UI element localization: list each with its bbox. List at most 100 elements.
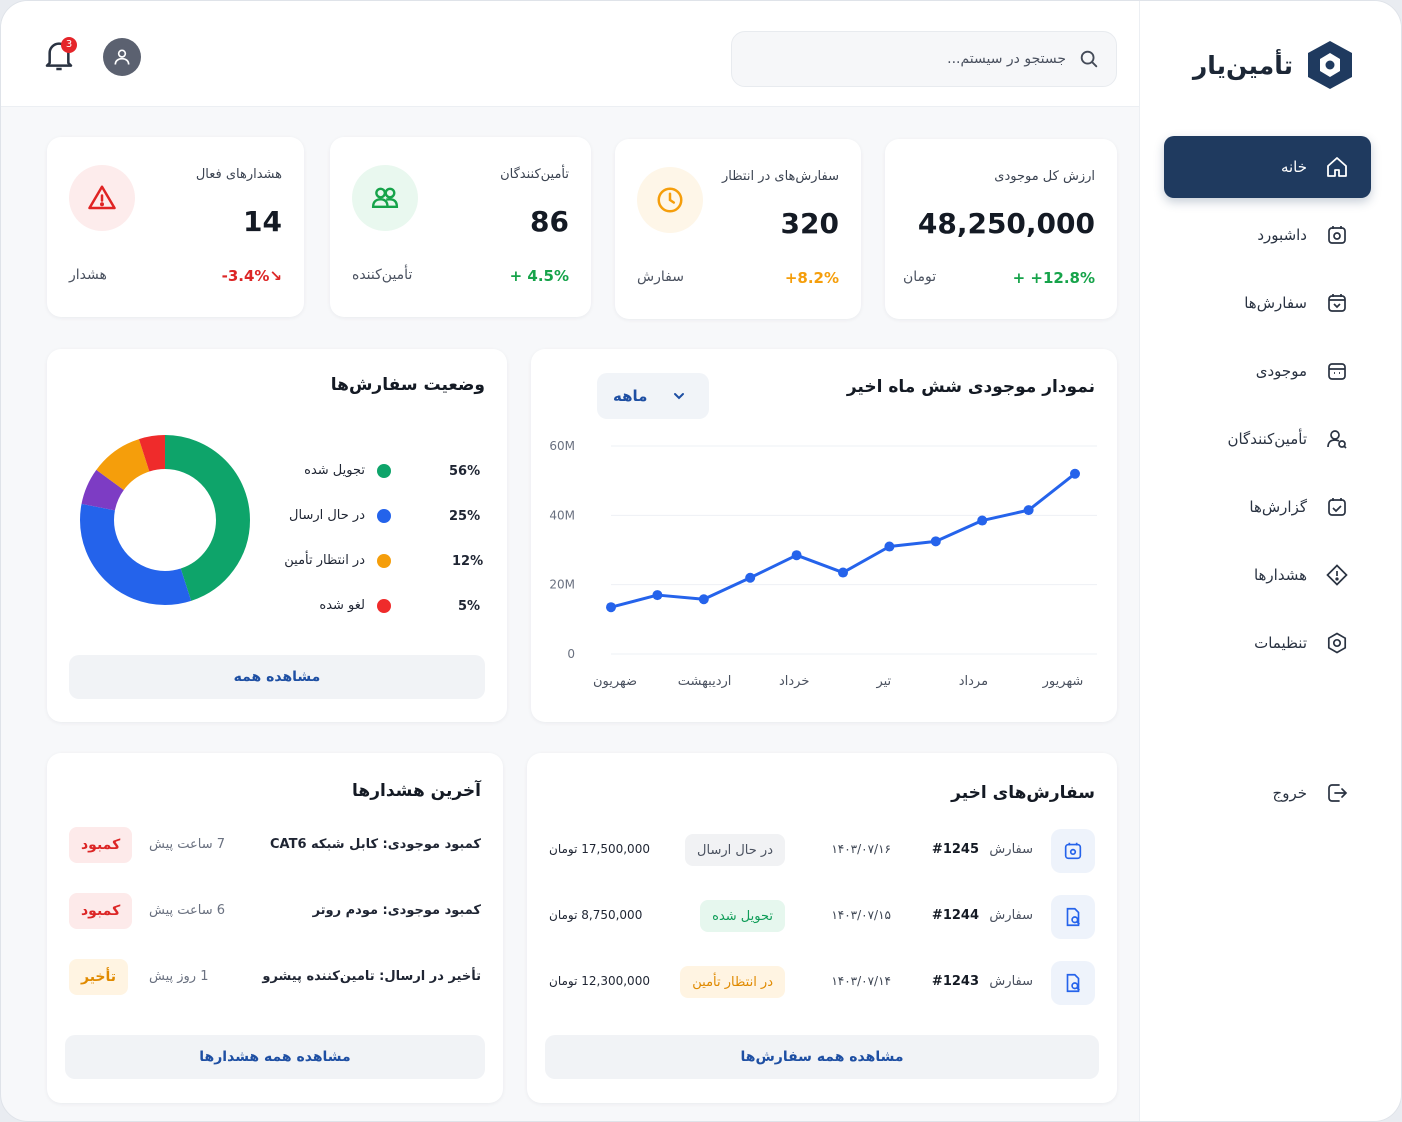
brand[interactable]: تأمین‌یار	[1193, 39, 1355, 91]
search-input[interactable]	[748, 51, 1066, 67]
data-point	[884, 541, 895, 552]
legend-dot	[377, 553, 391, 568]
sidebar-item-suppliers[interactable]: تأمین‌کنندگان	[1164, 408, 1371, 470]
period-dropdown[interactable]: ماهه	[597, 373, 709, 419]
sidebar-item-alerts[interactable]: هشدارها	[1164, 544, 1371, 606]
order-date: ۱۴۰۳/۰۷/۱۵	[831, 908, 891, 922]
stat-value: 86	[530, 205, 569, 238]
data-point	[745, 572, 756, 583]
stat-change: + 4.5%	[509, 267, 569, 285]
view-all-alerts-button[interactable]: مشاهده همه هشدارها	[65, 1035, 485, 1079]
sidebar-item-reports[interactable]: گزارش‌ها	[1164, 476, 1371, 538]
order-row[interactable]: سفارش #1243 ۱۴۰۳/۰۷/۱۴ در انتظار تأمین 1…	[549, 961, 1095, 1005]
logout-button[interactable]: خروج	[1164, 762, 1371, 824]
order-amount: 8,750,000 تومان	[549, 908, 643, 922]
legend-item: در انتظار تأمین	[284, 553, 391, 568]
sidebar-item-label: سفارش‌ها	[1244, 294, 1307, 312]
view-all-button[interactable]: مشاهده همه	[69, 655, 485, 699]
legend-label: تجویل شده	[304, 463, 365, 478]
order-status-card: وضعیت سفارش‌ها تجویل شده 56% در حال ارسا…	[47, 349, 507, 722]
legend-dot	[377, 508, 391, 523]
order-status-donut	[80, 435, 250, 605]
settings-icon	[1327, 632, 1347, 654]
legend-percent: 56%	[449, 464, 481, 479]
stat-change: +8.2%	[784, 269, 839, 287]
order-amount: 12,300,000 تومان	[549, 974, 650, 988]
stat-title: ارزش کل موجودی	[994, 169, 1095, 184]
stat-unit: هشدار	[69, 267, 107, 283]
sidebar-item-orders[interactable]: سفارش‌ها	[1164, 272, 1371, 334]
alert-tag: کمبود	[69, 827, 133, 863]
x-tick-label: مرداد	[959, 674, 988, 689]
alert-icon	[1326, 564, 1348, 586]
data-point	[606, 602, 616, 613]
order-icon-wrap	[1051, 961, 1095, 1005]
period-dropdown-label: ماهه	[613, 387, 648, 405]
order-row[interactable]: سفارش #1244 ۱۴۰۳/۰۷/۱۵ تحویل شده 8,750,0…	[549, 895, 1095, 939]
stat-unit: تأمین‌کننده	[352, 267, 413, 283]
order-status-title: وضعیت سفارش‌ها	[330, 375, 485, 395]
stat-unit: تومان	[903, 269, 937, 285]
stat-value: 48,250,000	[917, 207, 1095, 240]
stat-change: -3.4%↘	[221, 267, 282, 285]
order-date: ۱۴۰۳/۰۷/۱۴	[831, 974, 891, 988]
y-tick-label: 20M	[549, 578, 575, 592]
data-point	[652, 590, 663, 601]
legend-item: لغو شده	[319, 598, 391, 613]
donut-segment	[80, 435, 250, 605]
y-tick-label: 60M	[549, 439, 575, 453]
legend-label: در انتظار تأمین	[284, 553, 365, 568]
x-tick-label: خرداد	[779, 674, 809, 689]
alert-time: 6 ساعت پیش	[149, 903, 226, 918]
inventory-line-chart: 0 20M 40M 60M شهریور مرداد تیر خرداد اردیبهشت ضهر…	[549, 439, 1097, 689]
order-status-badge: در حال ارسال	[685, 834, 785, 866]
search-icon	[1080, 50, 1098, 68]
data-point	[791, 550, 802, 561]
y-tick-label: 40M	[549, 508, 575, 522]
stat-title: تأمین‌کنندگان	[500, 167, 569, 182]
sidebar-item-label: هشدارها	[1253, 566, 1307, 584]
alert-row[interactable]: کمبود موجودی: مودم روتر 6 ساعت پیش کمبود	[69, 891, 481, 935]
stat-card-suppliers: تأمین‌کنندگان 86 تأمین‌کننده + 4.5%	[330, 137, 591, 317]
user-icon	[114, 49, 130, 65]
clock-icon	[657, 187, 683, 213]
sidebar: تأمین‌یار خانه داشبورد سفارش‌ها موجودی ت…	[1139, 1, 1401, 1121]
suppliers-icon	[1327, 430, 1347, 449]
stat-unit: سفارش	[637, 269, 684, 285]
alert-row[interactable]: کمبود موجودی: کابل شبکه CAT6 7 ساعت پیش …	[69, 825, 481, 869]
chart-title: نمودار موجودی شش ماه اخیر	[846, 377, 1095, 397]
sidebar-item-settings[interactable]: تنظیمات	[1164, 612, 1371, 674]
stat-value: 320	[780, 207, 839, 240]
legend-label: لغو شده	[319, 598, 365, 613]
stat-title: هشدارهای فعال	[195, 167, 282, 182]
sidebar-item-label: گزارش‌ها	[1249, 498, 1307, 516]
stat-title: سفارش‌های در انتظار	[722, 169, 839, 184]
search-box[interactable]	[731, 31, 1117, 87]
order-id: #1243	[931, 974, 979, 989]
order-icon-wrap	[1051, 895, 1095, 939]
sidebar-item-inventory[interactable]: موجودی	[1164, 340, 1371, 402]
logout-label: خروج	[1272, 784, 1307, 802]
recent-orders-title: سفارش‌های اخیر	[951, 783, 1095, 803]
sidebar-item-home[interactable]: خانه	[1164, 136, 1371, 198]
alert-row[interactable]: تأخیر در ارسال: تامین‌کننده پیشرو 1 روز …	[69, 957, 481, 1001]
order-label: سفارش	[989, 974, 1033, 989]
document-icon	[1066, 973, 1081, 993]
stat-change: + +12.8%	[1012, 269, 1095, 287]
home-icon	[1327, 157, 1347, 177]
brand-name: تأمین‌یار	[1192, 50, 1293, 80]
view-all-orders-button[interactable]: مشاهده همه سفارش‌ها	[545, 1035, 1099, 1079]
order-label: سفارش	[989, 842, 1033, 857]
sidebar-item-label: تأمین‌کنندگان	[1227, 430, 1307, 448]
warning-icon	[88, 185, 116, 210]
recent-orders-card: سفارش‌های اخیر سفارش #1245 ۱۴۰۳/۰۷/۱۶ در…	[527, 753, 1117, 1103]
data-point	[838, 567, 848, 578]
sidebar-item-dashboard[interactable]: داشبورد	[1164, 204, 1371, 266]
order-id: #1244	[931, 908, 979, 923]
sidebar-nav: خانه داشبورد سفارش‌ها موجودی تأمین‌کنندگ…	[1164, 136, 1371, 802]
notifications-button[interactable]: 3	[43, 37, 79, 77]
x-tick-label: تیر	[875, 674, 891, 689]
order-row[interactable]: سفارش #1245 ۱۴۰۳/۰۷/۱۶ در حال ارسال 17,5…	[549, 829, 1095, 873]
top-header: 3	[1, 1, 1139, 107]
user-avatar[interactable]	[103, 38, 141, 76]
